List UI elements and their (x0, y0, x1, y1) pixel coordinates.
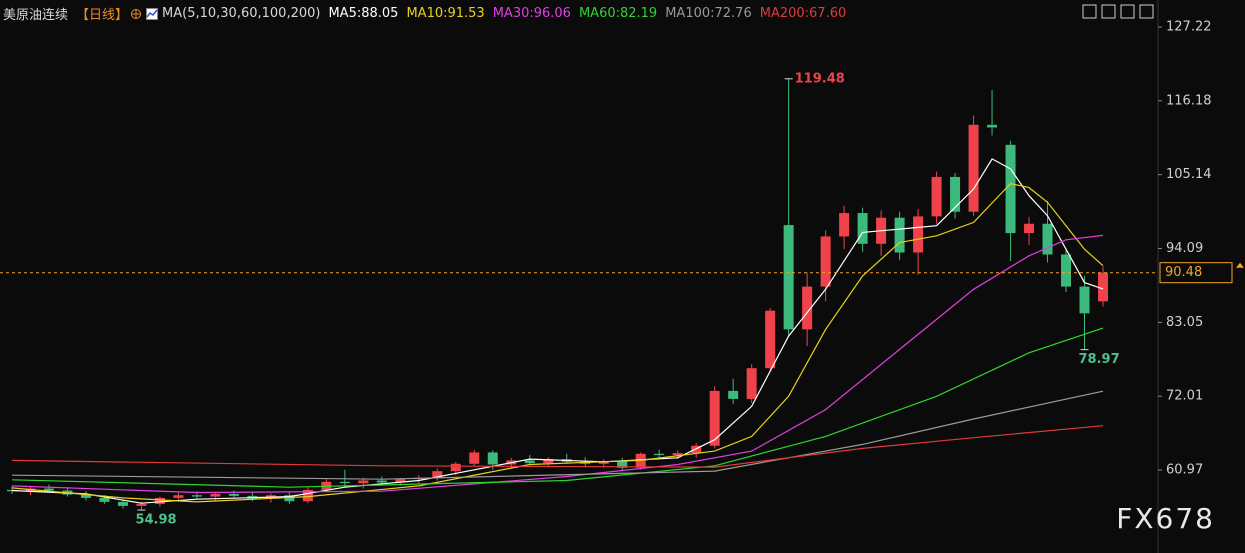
candle-body (598, 461, 609, 464)
y-tick-label: 105.14 (1166, 167, 1212, 182)
candle-body (117, 501, 128, 506)
tool-button[interactable] (1082, 4, 1097, 19)
candle-body (358, 480, 369, 484)
header: 美原油连续 【日线】 MA(5,10,30,60,100,200) MA5:88… (3, 4, 854, 23)
candle-body (950, 176, 961, 212)
ma-line (11, 234, 1104, 494)
low-label: 54.98 (135, 513, 176, 528)
candle-body (1061, 254, 1072, 287)
candle-body (43, 488, 54, 491)
candle-body (1098, 272, 1108, 302)
high-label: 119.48 (795, 71, 845, 86)
legend: MA5:88.05 MA10:91.53 MA30:96.06 MA60:82.19 M… (328, 6, 854, 21)
candle-body (765, 310, 776, 369)
legend-entry: MA100:72.76 (665, 6, 752, 21)
toolbar (1082, 4, 1154, 19)
ma-line (11, 182, 1104, 503)
legend-entry: MA5:88.05 (328, 6, 399, 21)
candle-body (210, 493, 221, 497)
candle-body (857, 213, 868, 244)
candle-body (709, 390, 720, 446)
candle-body (968, 124, 979, 212)
candle-body (913, 216, 924, 253)
settings-icon[interactable] (130, 8, 142, 20)
candle-body (543, 459, 554, 464)
last-price-box (1159, 262, 1233, 284)
ma-title: MA(5,10,30,60,100,200) (162, 6, 321, 21)
candle-body (839, 213, 850, 237)
low-label: 78.97 (1079, 352, 1120, 367)
period[interactable]: 【日线】 (76, 8, 129, 23)
candle-body (376, 480, 387, 483)
candle-body (302, 489, 313, 502)
candle-body (617, 461, 628, 468)
ma-line (11, 425, 1104, 468)
indicator-icon[interactable] (146, 7, 159, 20)
candle-body (820, 236, 831, 287)
tool-button[interactable] (1139, 4, 1154, 19)
last-price-label: 90.48 (1165, 265, 1202, 280)
candle-body (432, 471, 443, 478)
y-tick-label: 83.05 (1166, 315, 1203, 330)
legend-entry: MA200:67.60 (759, 6, 847, 21)
candle-body (524, 460, 535, 464)
ma-line (11, 158, 1104, 504)
candle-body (80, 494, 91, 498)
y-tick-label: 60.97 (1166, 463, 1203, 478)
candle-body (284, 495, 295, 502)
candle-body (99, 497, 110, 502)
watermark: FX678 (1116, 502, 1215, 535)
candle-body (894, 217, 905, 253)
candle-body (228, 493, 239, 496)
last-price-marker (1236, 262, 1244, 268)
candle-body (987, 124, 998, 128)
legend-entry: MA10:91.53 (406, 6, 485, 21)
candle-body (1042, 223, 1053, 255)
candle-body (931, 176, 942, 217)
candle-body (339, 481, 350, 484)
candle-body (191, 495, 202, 497)
candle-body (654, 453, 665, 456)
tool-button[interactable] (1101, 4, 1116, 19)
candle-body (487, 452, 498, 465)
ma-line (11, 327, 1104, 488)
candle-body (173, 495, 184, 498)
candle-body (728, 390, 739, 399)
y-tick-label: 72.01 (1166, 389, 1203, 404)
candle-body (469, 452, 480, 464)
candle-body (802, 286, 813, 330)
y-tick-label: 127.22 (1166, 20, 1212, 35)
candle-body (672, 453, 683, 456)
candle-body (783, 225, 794, 330)
y-tick-label: 116.18 (1166, 93, 1212, 108)
candle-body (746, 368, 757, 399)
instrument-title: 美原油连续 (3, 8, 69, 23)
candle-body (1024, 223, 1035, 234)
candle-body (1079, 286, 1090, 314)
candle-body (1005, 144, 1016, 234)
candle-body (136, 503, 147, 506)
tool-button[interactable] (1120, 4, 1135, 19)
candle-body (154, 497, 165, 504)
candle-body (450, 463, 461, 472)
legend-entry: MA60:82.19 (578, 6, 658, 21)
legend-entry: MA30:96.06 (492, 6, 571, 21)
y-tick-label: 94.09 (1166, 241, 1203, 256)
candle-body (395, 479, 406, 483)
